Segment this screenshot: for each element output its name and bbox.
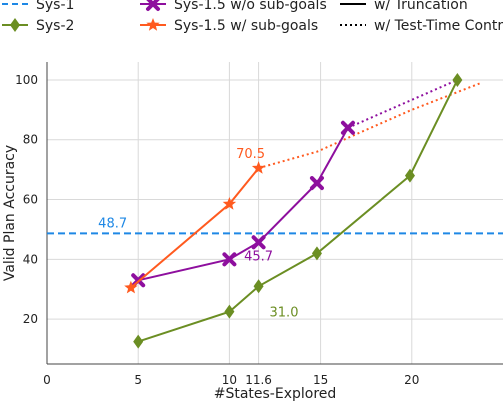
x-tick-label: 20 bbox=[404, 373, 419, 387]
legend: Sys-1 Sys-1.5 w/o sub-goals w/ Truncation S… bbox=[2, 0, 503, 34]
y-tick-label: 20 bbox=[23, 312, 38, 326]
cross-stroke bbox=[146, 0, 160, 11]
legend-label: w/ Test-Time Control bbox=[374, 18, 503, 34]
y-tick-label: 60 bbox=[23, 193, 38, 207]
series-line bbox=[137, 79, 459, 343]
y-tick-label: 80 bbox=[23, 133, 38, 147]
axes bbox=[46, 62, 503, 365]
cross-stroke bbox=[251, 235, 266, 250]
legend-label: Sys-1.5 w/ sub-goals bbox=[174, 18, 318, 34]
diamond-marker bbox=[253, 279, 264, 294]
cross-marker bbox=[251, 235, 266, 250]
legend-label: w/ Truncation bbox=[374, 0, 468, 13]
x-tick-label: 11.6 bbox=[245, 373, 272, 387]
cross-stroke bbox=[309, 176, 324, 191]
x-tick-label: 10 bbox=[222, 373, 237, 387]
x-axis-label: #States-Explored bbox=[214, 386, 337, 402]
diamond-marker bbox=[404, 168, 415, 183]
cross-stroke bbox=[222, 252, 237, 267]
star-marker bbox=[146, 18, 160, 31]
grid bbox=[46, 62, 503, 364]
x-tick-label: 0 bbox=[43, 373, 51, 387]
test-time-control-line bbox=[258, 81, 482, 170]
data-label: 48.7 bbox=[98, 216, 127, 231]
y-tick-label: 100 bbox=[15, 73, 38, 87]
x-tick-label: 15 bbox=[313, 373, 328, 387]
legend-label: Sys-1 bbox=[36, 0, 74, 13]
diamond-marker bbox=[452, 72, 463, 87]
plot-area bbox=[47, 62, 503, 364]
legend-label: Sys-2 bbox=[36, 18, 74, 34]
diamond-marker bbox=[10, 18, 20, 32]
diamond-marker bbox=[224, 304, 235, 319]
data-label: 45.7 bbox=[244, 249, 273, 264]
star-marker bbox=[222, 197, 237, 210]
legend-item: w/ Test-Time Control bbox=[340, 18, 503, 34]
legend-label: Sys-1.5 w/o sub-goals bbox=[174, 0, 327, 13]
cross-marker bbox=[340, 120, 355, 135]
series-layer: 48.7 31.0 45.7 70.5 bbox=[47, 72, 503, 349]
tick-labels: 20 40 60 80 100 0 5 10 11.6 15 20 bbox=[15, 73, 419, 387]
legend-item: Sys-1.5 w/o sub-goals bbox=[140, 0, 327, 13]
x-tick-label: 5 bbox=[134, 373, 142, 387]
legend-item: w/ Truncation bbox=[340, 0, 468, 13]
data-label: 31.0 bbox=[270, 306, 299, 321]
legend-item: Sys-1 bbox=[2, 0, 74, 13]
legend-item: Sys-1.5 w/ sub-goals bbox=[140, 18, 318, 34]
cross-marker bbox=[146, 0, 160, 11]
data-label: 70.5 bbox=[236, 147, 265, 162]
legend-item: Sys-2 bbox=[2, 18, 74, 34]
cross-stroke bbox=[340, 120, 355, 135]
star-marker bbox=[124, 280, 138, 294]
diamond-marker bbox=[311, 246, 322, 261]
star-marker bbox=[251, 161, 266, 174]
diamond-marker bbox=[133, 334, 144, 349]
cross-marker bbox=[222, 252, 237, 267]
cross-marker bbox=[309, 176, 324, 191]
y-tick-label: 40 bbox=[23, 252, 38, 266]
y-axis-label: Valid Plan Accuracy bbox=[2, 145, 18, 281]
